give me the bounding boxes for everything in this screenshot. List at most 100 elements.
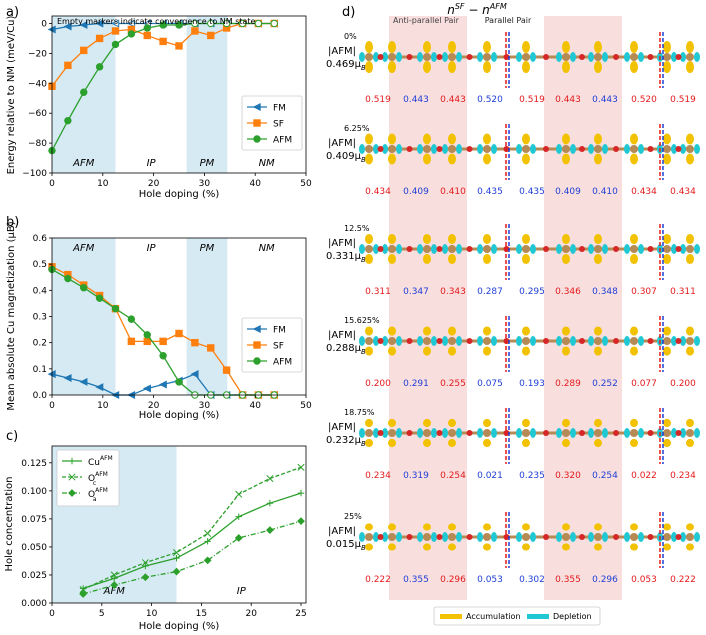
accumulation-lobe: [594, 326, 602, 336]
cu-atom: [483, 245, 491, 253]
accumulation-lobe: [594, 41, 602, 53]
anti-parallel-pair-label: Anti-parallel Pair: [393, 16, 460, 25]
depletion-swatch: [527, 614, 549, 619]
b-point-sf: [175, 329, 183, 338]
c-xtick-label: 15: [196, 609, 207, 619]
b-ytick-label: 0.5: [33, 260, 47, 270]
accumulation-lobe: [594, 153, 602, 165]
accumulation-lobe: [663, 523, 671, 531]
b-region-label-nm: NM: [259, 243, 275, 254]
a-region-label-pm: PM: [200, 158, 215, 169]
cu-atom: [483, 337, 491, 345]
cu-atom: [423, 145, 431, 153]
o-atom: [613, 246, 619, 252]
depletion-lobe: [556, 144, 562, 154]
accumulation-lobe: [686, 418, 694, 428]
cu-atom: [448, 337, 456, 345]
cu-moment-value: 0.077: [631, 379, 657, 389]
doping-label: 0%: [344, 32, 357, 41]
cu-moment-value: 0.519: [670, 95, 696, 105]
depletion-lobe: [602, 532, 608, 542]
c-point-oc: [235, 490, 243, 498]
doping-label: 15.625%: [344, 316, 380, 325]
panel-b-xlabel: Hole doping (%): [139, 410, 220, 421]
accumulation-lobe: [630, 133, 638, 145]
depletion-lobe: [431, 52, 437, 62]
o-atom: [579, 246, 585, 252]
b-point-afm: [159, 352, 167, 360]
b-legend-label-fm: FM: [273, 326, 286, 336]
o-atom: [543, 534, 549, 540]
depletion-lobe: [456, 532, 462, 542]
depletion-lobe: [530, 52, 536, 62]
depletion-lobe: [588, 244, 594, 254]
accumulation-lobe: [522, 133, 530, 145]
cu-atom: [663, 337, 671, 345]
cu-atom: [388, 429, 396, 437]
cu-atom: [365, 145, 373, 153]
a-point-afm: [127, 30, 136, 38]
depletion-lobe: [382, 336, 388, 346]
accumulation-lobe: [686, 523, 694, 531]
depletion-lobe: [694, 52, 700, 62]
depletion-label: Depletion: [553, 612, 592, 621]
accumulation-lobe: [448, 61, 456, 73]
depletion-lobe: [373, 144, 379, 154]
cu-atom: [448, 145, 456, 153]
depletion-lobe: [382, 428, 388, 438]
cu-moment-value: 0.435: [477, 187, 503, 197]
a-xtick-label: 20: [148, 179, 160, 189]
o-atom: [436, 54, 443, 60]
c-legend-label-oc: OAFM c: [88, 471, 108, 487]
o-atom: [466, 146, 473, 152]
accumulation-lobe: [686, 41, 694, 53]
accumulation-lobe: [630, 153, 638, 165]
accumulation-lobe: [630, 438, 638, 448]
b-ytick-label: 0.2: [33, 339, 47, 349]
o-atom: [377, 430, 384, 436]
cu-atom: [388, 533, 396, 541]
depletion-lobe: [359, 336, 365, 346]
cu-moment-value: 0.443: [555, 95, 581, 105]
accumulation-lobe: [663, 61, 671, 73]
cu-atom: [663, 145, 671, 153]
o-atom: [613, 54, 619, 60]
depletion-lobe: [694, 428, 700, 438]
accumulation-lobe: [423, 153, 431, 165]
accumulation-lobe: [483, 346, 491, 356]
o-atom: [436, 338, 443, 344]
cu-moment-value: 0.296: [592, 575, 618, 585]
cu-atom: [423, 53, 431, 61]
accumulation-lobe: [483, 418, 491, 428]
depletion-lobe: [694, 336, 700, 346]
depletion-lobe: [671, 336, 677, 346]
a-point-afm: [238, 19, 247, 28]
cu-atom: [686, 429, 694, 437]
a-point-afm: [80, 88, 88, 96]
a-point-fm: [63, 22, 72, 31]
depletion-lobe: [602, 144, 608, 154]
c-point-oc: [204, 529, 212, 538]
a-point-sf: [143, 31, 151, 40]
accumulation-lobe: [448, 326, 456, 336]
accumulation-lobe: [388, 233, 396, 245]
accumulation-lobe: [522, 523, 530, 531]
cu-atom: [423, 337, 431, 345]
depletion-lobe: [417, 336, 423, 346]
accumulation-lobe: [686, 543, 694, 551]
depletion-lobe: [373, 336, 379, 346]
depletion-lobe: [477, 336, 483, 346]
cu-atom: [388, 145, 396, 153]
depletion-lobe: [477, 144, 483, 154]
cu-moment-value: 0.435: [519, 187, 545, 197]
depletion-lobe: [417, 532, 423, 542]
b-point-fm: [158, 380, 167, 389]
b-point-sf: [127, 337, 136, 346]
depletion-lobe: [680, 336, 686, 346]
c-xtick-label: 0: [49, 609, 55, 619]
cu-moment-value: 0.200: [365, 379, 391, 389]
accumulation-lobe: [423, 41, 431, 53]
accumulation-lobe: [365, 326, 373, 336]
b-legend-label-afm: AFM: [273, 358, 292, 368]
